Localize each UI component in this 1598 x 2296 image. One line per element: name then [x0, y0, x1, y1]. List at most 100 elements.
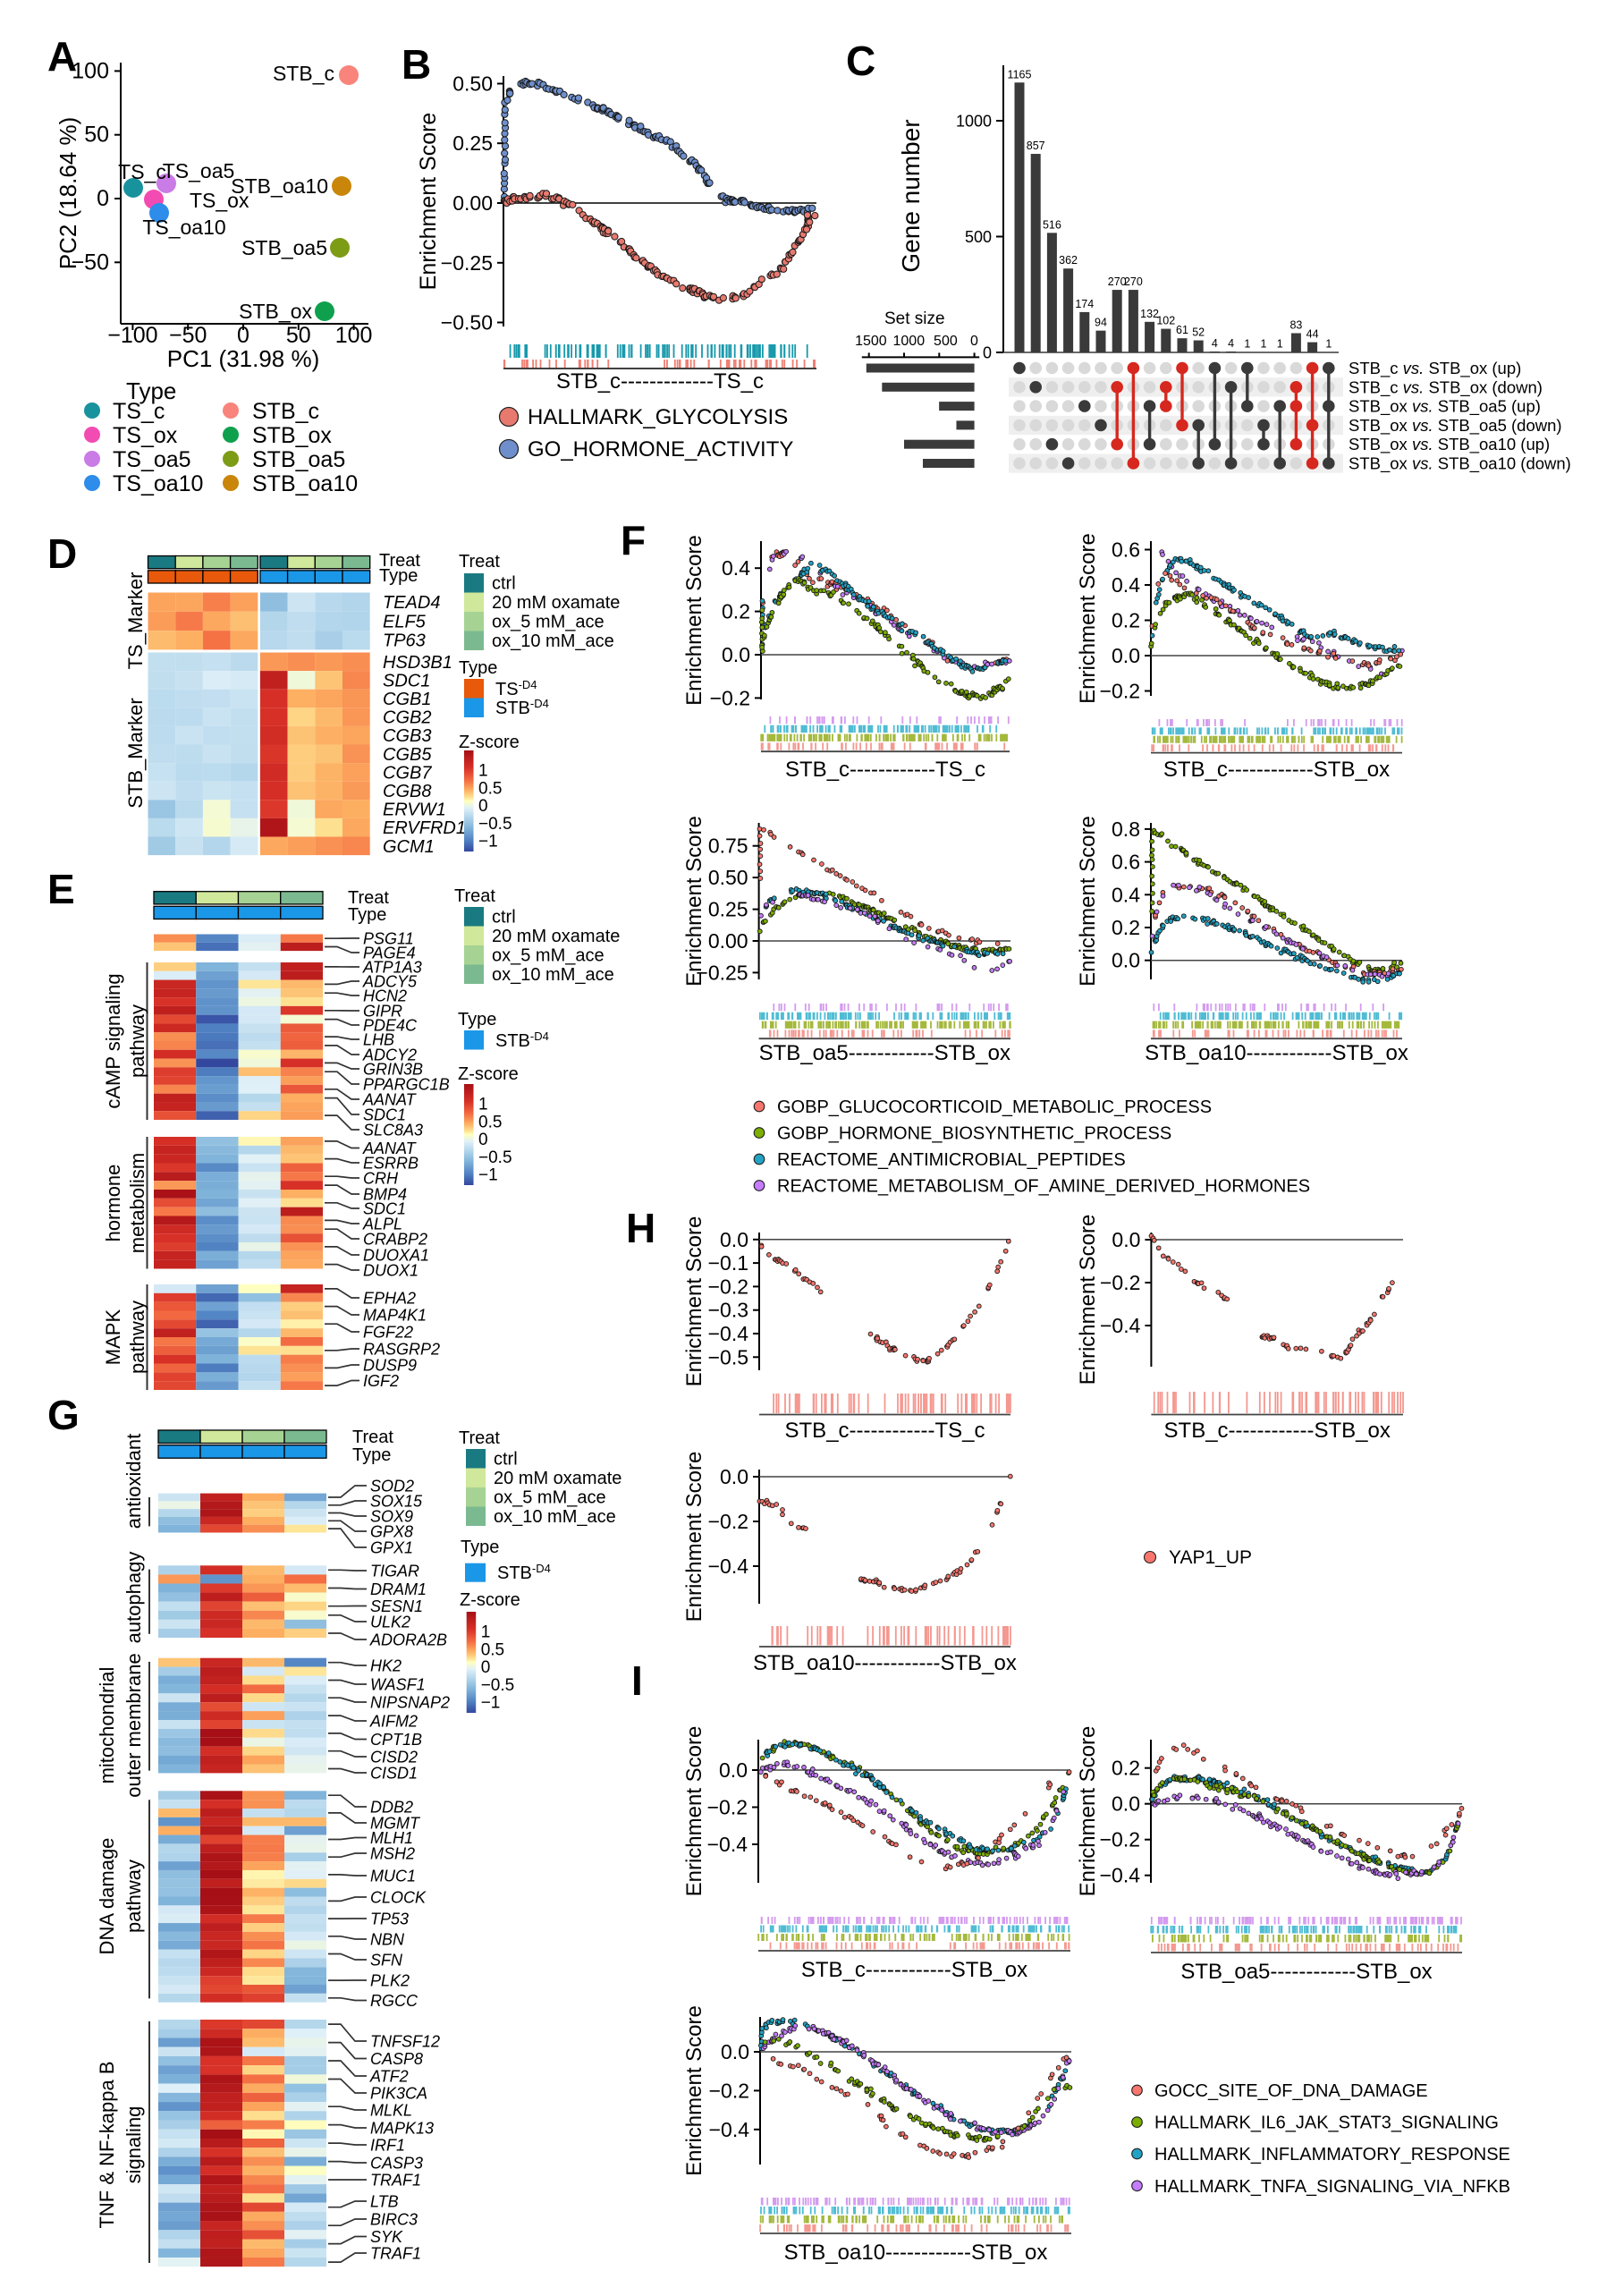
svg-text:−0.25: −0.25	[696, 961, 748, 984]
svg-text:0.25: 0.25	[708, 898, 748, 921]
svg-text:−0.2: −0.2	[1100, 1828, 1140, 1851]
svg-text:52: 52	[1192, 326, 1205, 339]
svg-text:NIPSNAP2: NIPSNAP2	[370, 1694, 450, 1712]
svg-text:0.5: 0.5	[478, 1113, 502, 1131]
svg-text:GCM1: GCM1	[383, 837, 435, 857]
svg-text:hormone: hormone	[102, 1165, 124, 1242]
svg-text:1: 1	[478, 1096, 488, 1114]
svg-text:REACTOME_METABOLISM_OF_AMINE_D: REACTOME_METABOLISM_OF_AMINE_DERIVED_HOR…	[777, 1177, 1310, 1197]
svg-text:PPARGC1B: PPARGC1B	[363, 1076, 450, 1094]
svg-text:STB_Marker: STB_Marker	[124, 698, 147, 808]
svg-text:0.6: 0.6	[1112, 851, 1140, 874]
svg-text:SLC8A3: SLC8A3	[363, 1122, 423, 1140]
svg-text:F: F	[621, 517, 646, 563]
svg-text:MUC1: MUC1	[370, 1868, 416, 1885]
svg-text:I: I	[631, 1657, 643, 1704]
svg-text:1000: 1000	[893, 334, 926, 349]
svg-text:GOBP_GLUCOCORTICOID_METABOLIC_: GOBP_GLUCOCORTICOID_METABOLIC_PROCESS	[777, 1097, 1212, 1117]
svg-text:STB_c: STB_c	[252, 399, 319, 424]
svg-text:20 mM oxamate: 20 mM oxamate	[492, 593, 620, 613]
svg-text:ADCY5: ADCY5	[362, 973, 418, 991]
svg-text:D: D	[47, 530, 77, 577]
svg-text:STB_c------------TS_c: STB_c------------TS_c	[785, 758, 985, 782]
svg-text:STB_c------------TS_c: STB_c------------TS_c	[785, 1419, 985, 1443]
svg-text:PAGE4: PAGE4	[363, 945, 416, 962]
svg-text:IGF2: IGF2	[363, 1372, 399, 1390]
svg-text:Treat: Treat	[352, 1428, 393, 1447]
svg-text:MLKL: MLKL	[370, 2102, 412, 2120]
svg-text:−50: −50	[72, 250, 109, 275]
svg-text:TS_ox: TS_ox	[190, 189, 249, 212]
svg-text:0.4: 0.4	[1112, 883, 1140, 906]
svg-text:−0.3: −0.3	[708, 1299, 748, 1322]
svg-text:BIRC3: BIRC3	[370, 2211, 418, 2229]
svg-text:GPX1: GPX1	[370, 1539, 413, 1557]
svg-text:Enrichment Score: Enrichment Score	[682, 1216, 706, 1387]
svg-text:Treat: Treat	[379, 551, 420, 571]
svg-text:0.0: 0.0	[722, 643, 750, 666]
svg-text:500: 500	[934, 334, 958, 349]
svg-text:0.0: 0.0	[1112, 949, 1140, 972]
svg-text:0.2: 0.2	[1112, 609, 1140, 632]
svg-text:Set size: Set size	[884, 309, 945, 328]
svg-text:0: 0	[237, 323, 249, 348]
svg-text:0: 0	[970, 334, 978, 349]
svg-text:−0.2: −0.2	[1100, 680, 1140, 703]
svg-text:AANAT: AANAT	[362, 1140, 418, 1157]
svg-text:TP63: TP63	[383, 631, 426, 651]
svg-text:CPT1B: CPT1B	[370, 1731, 422, 1749]
svg-text:ox_5 mM_ace: ox_5 mM_ace	[492, 946, 605, 966]
svg-text:ox_5 mM_ace: ox_5 mM_ace	[492, 613, 605, 632]
svg-text:ox_10 mM_ace: ox_10 mM_ace	[492, 965, 614, 985]
svg-text:−0.4: −0.4	[1100, 1864, 1141, 1887]
svg-text:Type: Type	[458, 1010, 496, 1029]
svg-text:STB_ox: STB_ox	[252, 423, 332, 448]
svg-text:4: 4	[1212, 337, 1218, 350]
svg-text:TS_oa5: TS_oa5	[163, 159, 235, 182]
svg-text:TEAD4: TEAD4	[383, 593, 440, 613]
svg-text:Type: Type	[461, 1538, 499, 1557]
svg-text:PC2 (18.64 %): PC2 (18.64 %)	[55, 117, 81, 270]
svg-text:Z-score: Z-score	[458, 1064, 519, 1084]
svg-text:TNFSF12: TNFSF12	[370, 2033, 440, 2051]
svg-text:signaling: signaling	[123, 2106, 145, 2184]
svg-text:1165: 1165	[1008, 68, 1032, 80]
svg-text:Enrichment Score: Enrichment Score	[1076, 533, 1100, 704]
svg-text:ctrl: ctrl	[494, 1450, 518, 1470]
svg-text:pathway: pathway	[123, 1860, 145, 1933]
svg-text:EPHA2: EPHA2	[363, 1290, 416, 1308]
svg-text:C: C	[846, 38, 875, 84]
svg-text:ox_5 mM_ace: ox_5 mM_ace	[494, 1488, 606, 1508]
svg-text:Type: Type	[459, 658, 497, 678]
svg-text:ctrl: ctrl	[492, 908, 516, 928]
svg-text:−0.2: −0.2	[710, 686, 750, 709]
svg-text:Enrichment Score: Enrichment Score	[682, 535, 706, 706]
svg-text:STB_ox vs. STB_oa5 (down): STB_ox vs. STB_oa5 (down)	[1349, 416, 1562, 436]
svg-text:PIK3CA: PIK3CA	[370, 2085, 427, 2103]
svg-text:STB_oa10------------STB_ox: STB_oa10------------STB_ox	[784, 2241, 1048, 2265]
svg-text:0.00: 0.00	[708, 929, 748, 953]
svg-text:−0.5: −0.5	[478, 1148, 512, 1167]
svg-text:Type: Type	[126, 377, 176, 404]
svg-text:MLH1: MLH1	[370, 1829, 413, 1847]
svg-text:WASF1: WASF1	[370, 1676, 426, 1694]
svg-text:PC1 (31.98 %): PC1 (31.98 %)	[167, 345, 320, 372]
svg-text:−0.4: −0.4	[708, 1322, 749, 1345]
svg-text:GO_HORMONE_ACTIVITY: GO_HORMONE_ACTIVITY	[528, 437, 793, 462]
svg-text:−0.1: −0.1	[708, 1251, 748, 1275]
svg-text:CRABP2: CRABP2	[363, 1231, 427, 1249]
svg-text:CISD2: CISD2	[370, 1749, 418, 1766]
svg-text:94: 94	[1095, 317, 1107, 329]
svg-text:1: 1	[1244, 338, 1250, 351]
svg-text:−0.2: −0.2	[707, 1796, 748, 1819]
svg-text:CRH: CRH	[363, 1170, 399, 1188]
svg-text:HALLMARK_IL6_JAK_STAT3_SIGNALI: HALLMARK_IL6_JAK_STAT3_SIGNALING	[1154, 2114, 1499, 2133]
svg-text:autophagy: autophagy	[123, 1552, 145, 1644]
svg-text:DUSP9: DUSP9	[363, 1357, 417, 1375]
svg-text:857: 857	[1027, 140, 1045, 152]
svg-text:0.50: 0.50	[708, 866, 748, 889]
svg-text:STB_c: STB_c	[273, 62, 334, 85]
svg-text:DNA damage: DNA damage	[96, 1838, 118, 1955]
svg-text:CASP8: CASP8	[370, 2050, 423, 2068]
svg-text:ox_10 mM_ace: ox_10 mM_ace	[492, 631, 614, 651]
